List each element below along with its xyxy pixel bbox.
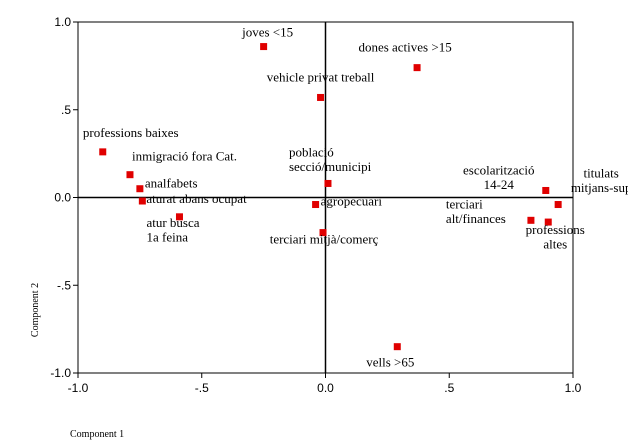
- point-label-line: escolarització: [463, 162, 534, 177]
- y-tick-label: -.5: [57, 278, 71, 292]
- point-label-line: altes: [543, 237, 567, 252]
- point-label-line: mitjans-sup: [571, 180, 628, 195]
- point: [393, 343, 401, 351]
- point-label-line: joves <15: [241, 25, 293, 40]
- y-tick-label: -1.0: [50, 366, 71, 380]
- point-label-line: terciari: [446, 196, 483, 211]
- point-label: professions altes: [526, 222, 585, 252]
- y-tick-label: .5: [61, 103, 71, 117]
- point: [413, 64, 421, 72]
- point-label-line: atur busca: [146, 215, 199, 230]
- point: [126, 171, 134, 179]
- point-label: professions baixes: [83, 125, 179, 140]
- point-label-line: població: [289, 144, 334, 159]
- point-label: analfabets: [145, 176, 198, 191]
- point-label-line: 14-24: [484, 177, 515, 192]
- point-label: població secció/municipi: [289, 144, 372, 174]
- point-label-line: analfabets: [145, 176, 198, 191]
- point: [136, 185, 144, 193]
- point-label-line: vells >65: [366, 355, 414, 370]
- point: [554, 201, 562, 209]
- point-label-line: dones actives >15: [358, 40, 451, 55]
- point: [319, 229, 327, 237]
- point-label: inmigració fora Cat.: [132, 149, 237, 164]
- x-tick-label: 0.0: [317, 381, 334, 395]
- y-axis-title: Component 2: [30, 283, 41, 337]
- point-label-line: agropecuari: [321, 194, 383, 209]
- x-tick-label: 1.0: [565, 381, 582, 395]
- x-tick-label: -1.0: [68, 381, 89, 395]
- point: [317, 93, 325, 101]
- point-label-line: titulats: [583, 166, 618, 181]
- point-label-line: 1a feina: [146, 229, 188, 244]
- point: [175, 213, 183, 221]
- point-label: aturat abans ocupat: [146, 191, 247, 206]
- point: [527, 216, 535, 224]
- point: [542, 186, 550, 194]
- point-label: escolarització 14-24: [463, 162, 534, 192]
- point-label-line: professions: [526, 222, 585, 237]
- point-label: joves <15: [241, 25, 293, 40]
- point-label-line: terciari mitjà/comerç: [270, 232, 379, 247]
- point: [312, 201, 320, 209]
- point-label: vehicle privat treball: [267, 69, 375, 84]
- point: [138, 197, 146, 205]
- point-label-line: secció/municipi: [289, 159, 372, 174]
- point-label-line: vehicle privat treball: [267, 69, 375, 84]
- point-label-line: aturat abans ocupat: [146, 191, 247, 206]
- point-label-line: professions baixes: [83, 125, 179, 140]
- point-label: dones actives >15: [358, 40, 451, 55]
- point: [99, 148, 107, 156]
- point: [260, 43, 268, 51]
- point-label: titulats mitjans-sup: [571, 166, 628, 196]
- point-label: terciari mitjà/comerç: [270, 232, 379, 247]
- point-label: vells >65: [366, 355, 414, 370]
- y-tick-label: 0.0: [54, 191, 71, 205]
- x-tick-label: .5: [444, 381, 454, 395]
- point-label: terciari alt/finances: [446, 196, 506, 226]
- point-label: agropecuari: [321, 194, 383, 209]
- x-axis-title: Component 1: [70, 429, 124, 440]
- point-label: atur busca 1a feina: [146, 215, 199, 245]
- y-tick-label: 1.0: [54, 15, 71, 29]
- x-tick-label: -.5: [195, 381, 209, 395]
- point-label-line: alt/finances: [446, 211, 506, 226]
- point: [544, 218, 552, 226]
- point-label-line: inmigració fora Cat.: [132, 149, 237, 164]
- point: [324, 179, 332, 187]
